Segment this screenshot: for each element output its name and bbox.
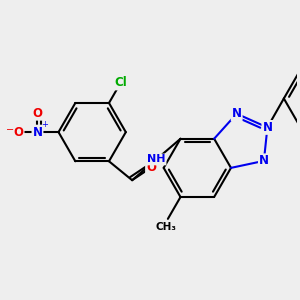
Text: +: +	[41, 120, 48, 129]
Text: O: O	[146, 161, 156, 174]
Text: N: N	[32, 126, 43, 139]
Text: N: N	[262, 121, 272, 134]
Text: CH₃: CH₃	[155, 222, 176, 232]
Text: NH: NH	[147, 154, 166, 164]
Text: Cl: Cl	[114, 76, 127, 89]
Text: O: O	[14, 126, 24, 139]
Text: N: N	[232, 107, 242, 120]
Text: O: O	[32, 107, 43, 120]
Text: N: N	[259, 154, 269, 167]
Text: −: −	[6, 125, 14, 135]
